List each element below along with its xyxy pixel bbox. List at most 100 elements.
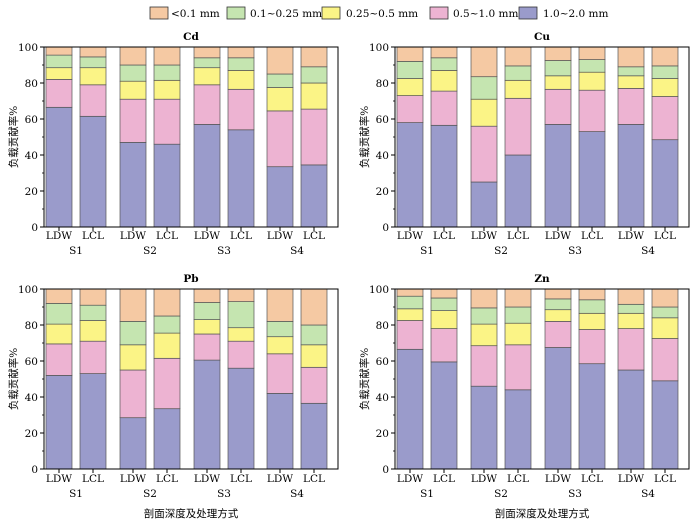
legend-item: 0.25~0.5 mm [321, 6, 418, 20]
category-label: LDW [120, 230, 146, 242]
bar-segment [396, 308, 424, 321]
bar-segment [153, 143, 181, 228]
bar-segment [45, 46, 73, 56]
bar-segment [227, 367, 255, 470]
group-label: S2 [143, 245, 157, 257]
bar-segment [617, 328, 645, 371]
bar-segment [45, 323, 73, 345]
group-label: S4 [290, 488, 304, 500]
x-axis-label: 剖面深度及处理方式 [144, 507, 239, 520]
bar-segment [266, 336, 294, 355]
bar-segment [617, 124, 645, 228]
y-tick-label: 100 [18, 42, 38, 54]
bar-segment [651, 306, 679, 319]
legend-item: 0.1~0.25 mm [226, 6, 322, 20]
bar-segment [470, 76, 498, 100]
panel-zn: 0 20 40 60 80 100 Zn LDW LCL LDW LCL LDW LCL LDW LCL S1… [358, 273, 690, 520]
bar-segment [266, 87, 294, 112]
bar-segment [79, 115, 107, 228]
category-label: LDW [397, 230, 423, 242]
bar-segment [193, 57, 221, 69]
legend-swatch [321, 6, 341, 20]
bar-segment [266, 288, 294, 322]
bar-segment [119, 64, 147, 82]
category-label: LDW [46, 473, 72, 485]
bar-segment [396, 122, 424, 228]
category-label: LDW [267, 473, 293, 485]
bar-segment [193, 333, 221, 361]
y-tick-label: 60 [376, 356, 389, 368]
bar-segment [119, 321, 147, 346]
y-axis-label: 负载贡献率% [358, 348, 371, 410]
group-label: S2 [143, 488, 157, 500]
bar-segment [578, 312, 606, 330]
bar-segment [266, 393, 294, 470]
bar-segment [544, 321, 572, 348]
bar-segment [153, 79, 181, 100]
bar-segment [544, 60, 572, 77]
legend-item: 1.0~2.0 mm [518, 6, 608, 20]
category-label: LDW [545, 473, 571, 485]
bar-segment [651, 380, 679, 470]
bar-segment [651, 317, 679, 339]
bar-segment [617, 46, 645, 68]
bar-segment [45, 303, 73, 325]
category-label: LDW [194, 473, 220, 485]
bar-segment [300, 164, 328, 228]
category-label: LCL [433, 473, 455, 485]
panel-title: Cd [183, 31, 199, 43]
bar-segment [153, 98, 181, 145]
category-label: LCL [82, 473, 104, 485]
group-label: S2 [494, 245, 508, 257]
group-label: S2 [494, 488, 508, 500]
bar-segment [430, 124, 458, 228]
bar-segment [193, 359, 221, 470]
bar-segment [578, 329, 606, 365]
group-label: S1 [69, 488, 83, 500]
bar-segment [119, 288, 147, 322]
bar-segment [470, 181, 498, 228]
category-label: LDW [397, 473, 423, 485]
legend-swatch [518, 6, 538, 20]
bar-segment [617, 303, 645, 314]
bar-segment [300, 46, 328, 68]
bar-segment [617, 75, 645, 89]
bar-segment [227, 57, 255, 71]
y-tick-label: 100 [369, 42, 389, 54]
category-label: LCL [230, 473, 252, 485]
category-label: LCL [156, 473, 178, 485]
bar-segment [119, 98, 147, 143]
bar-segment [651, 46, 679, 67]
bar-segment [266, 110, 294, 168]
y-tick-label: 80 [376, 78, 389, 90]
bar-segment [266, 321, 294, 338]
bar-segment [617, 88, 645, 125]
bar-segment [300, 66, 328, 84]
bar-segment [504, 79, 532, 99]
bar-segment [45, 106, 73, 228]
bar-segment [300, 402, 328, 470]
bar-segment [79, 373, 107, 470]
bar-segment [544, 298, 572, 311]
bar-segment [470, 385, 498, 470]
bar-segment [430, 310, 458, 329]
bar-segment [504, 344, 532, 391]
bar-segment [153, 332, 181, 359]
bar-segment [470, 46, 498, 78]
panel-pb: 0 20 40 60 80 100 Pb LDW LCL LDW LCL LDW LCL LDW LCL S1… [7, 273, 339, 520]
bar-segment [79, 288, 107, 306]
legend-swatch [226, 6, 246, 20]
y-tick-label: 60 [25, 356, 38, 368]
bar-segment [470, 307, 498, 325]
category-label: LCL [230, 230, 252, 242]
bar-segment [578, 131, 606, 228]
bar-segment [470, 345, 498, 387]
bar-segment [79, 304, 107, 321]
bar-segment [430, 46, 458, 59]
bar-segment [578, 299, 606, 314]
bar-segment [79, 84, 107, 117]
bar-segment [544, 124, 572, 228]
y-tick-label: 80 [25, 78, 38, 90]
bar-segment [430, 90, 458, 126]
